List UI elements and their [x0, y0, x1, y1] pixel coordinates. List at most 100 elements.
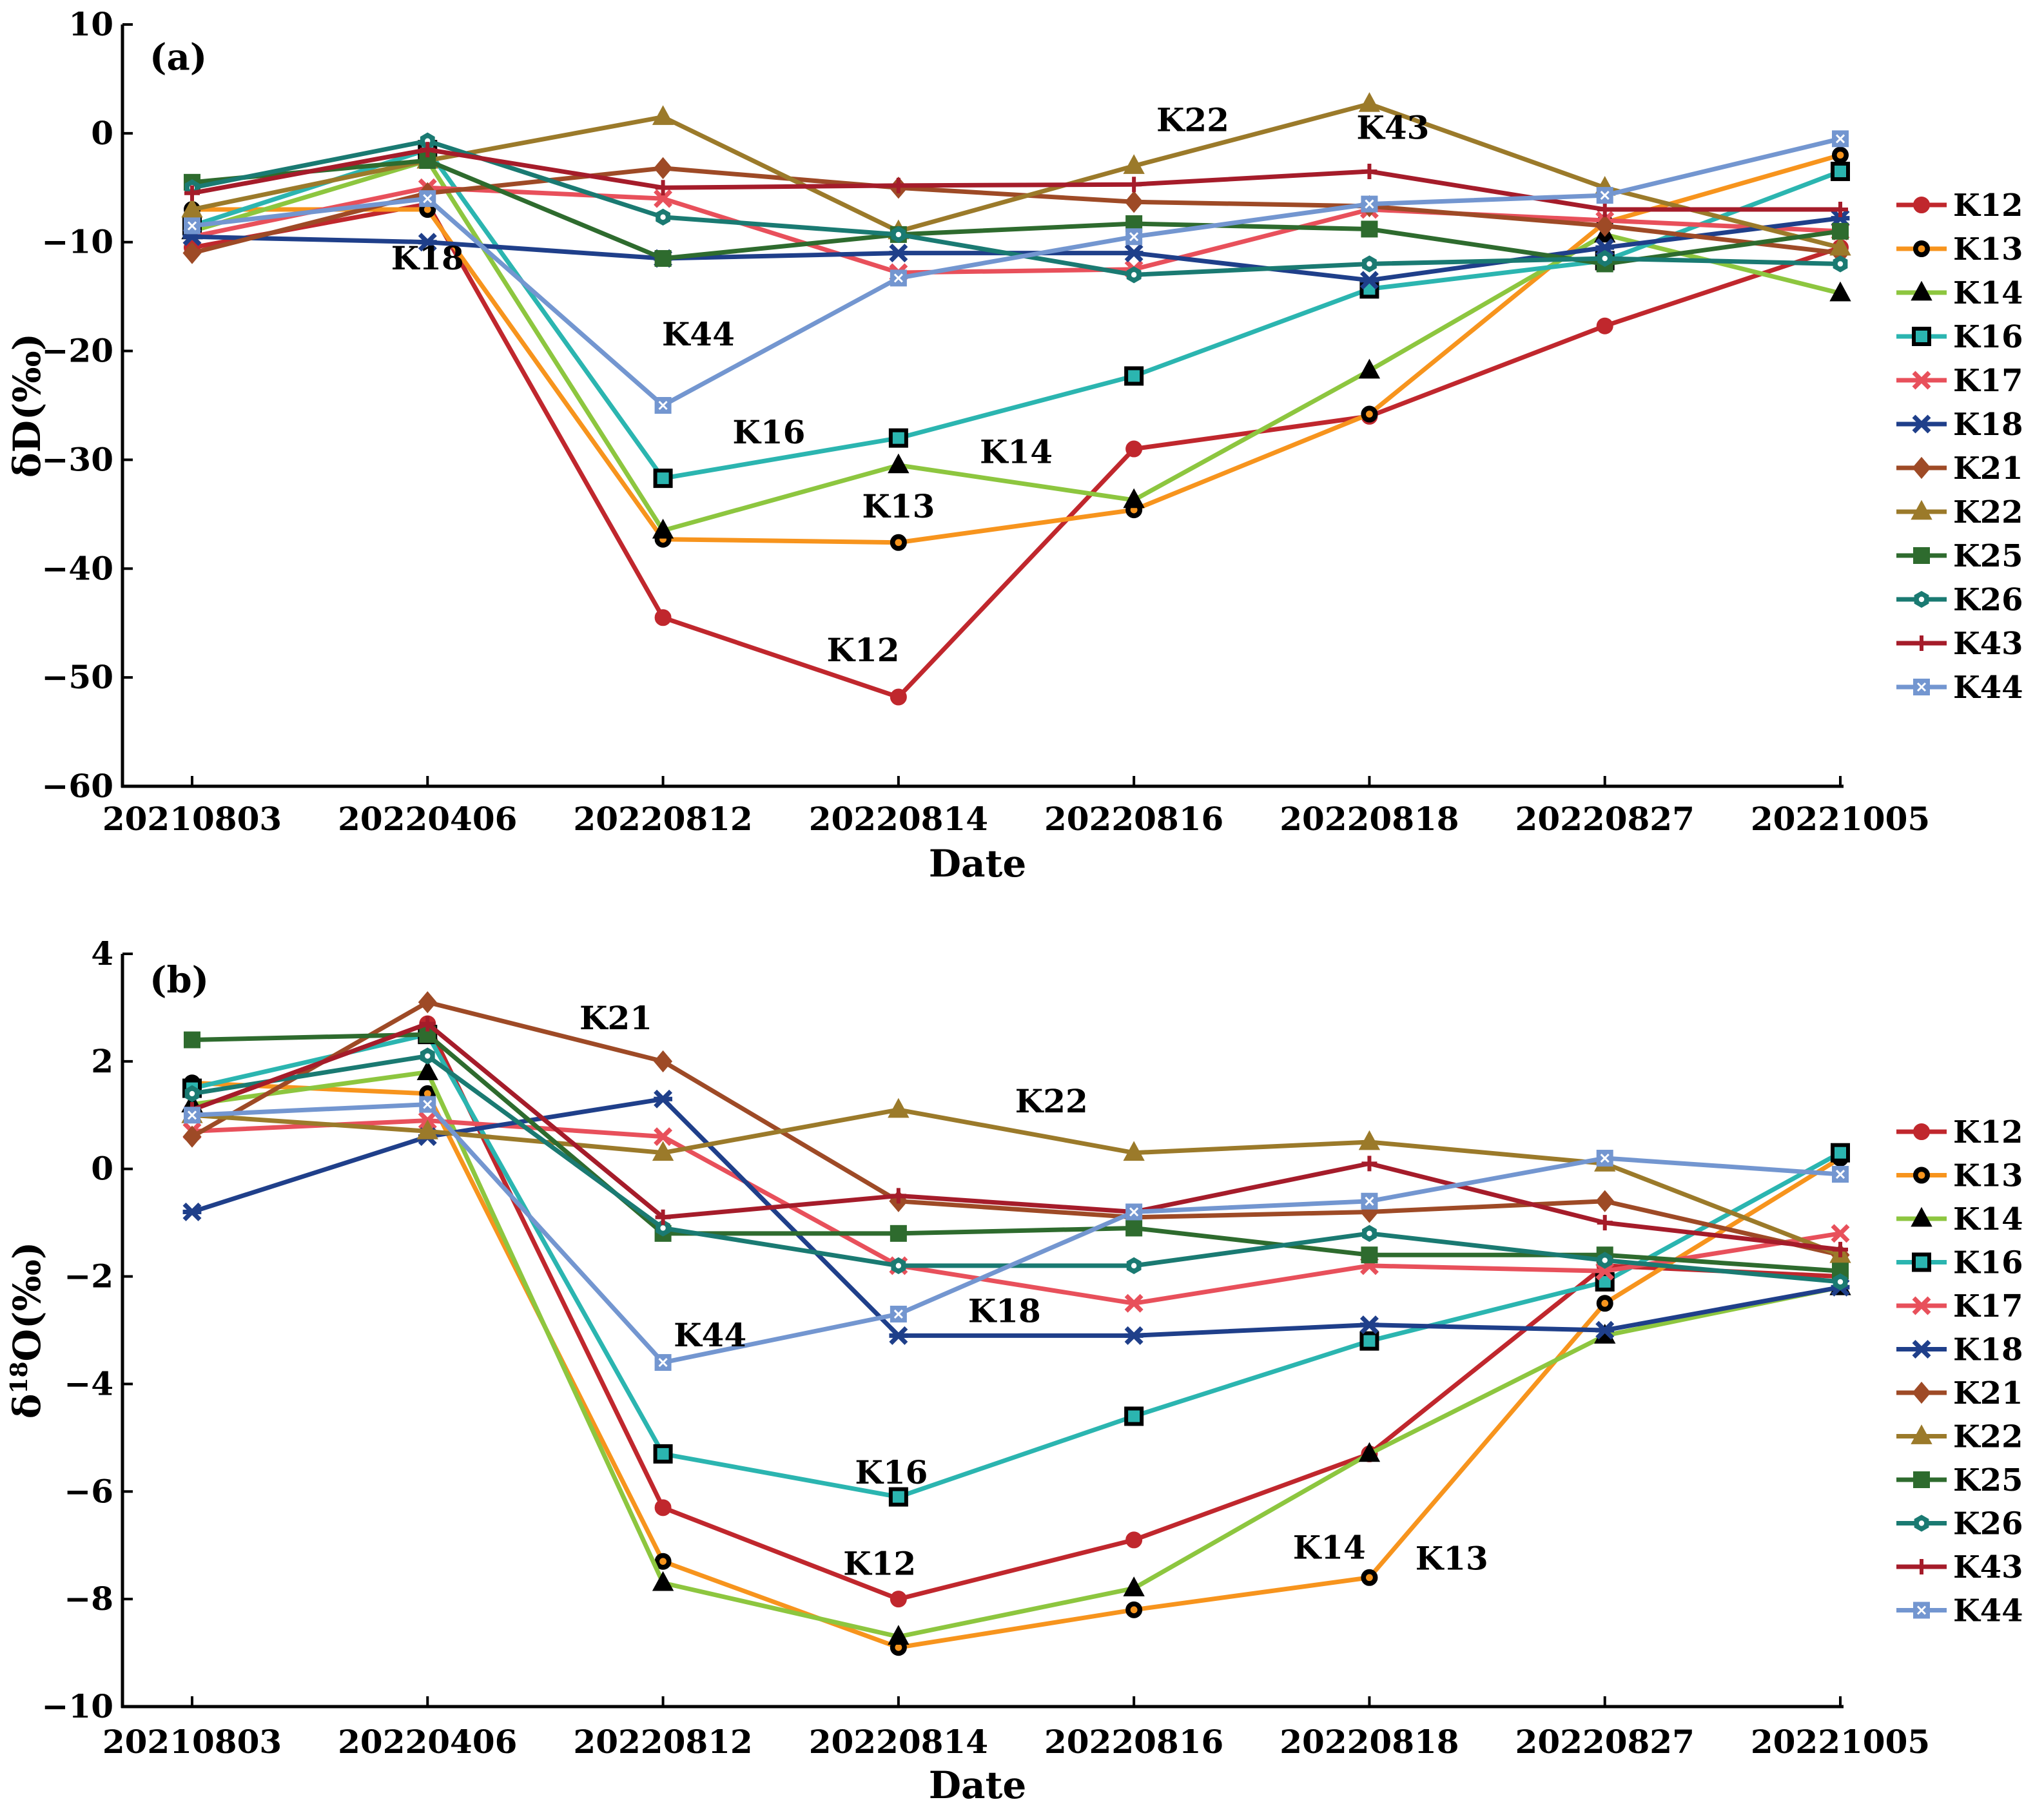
data-point-k12: [654, 1499, 672, 1516]
data-point-k22: [416, 1119, 438, 1139]
data-point-k13: [1361, 405, 1378, 423]
legend-item-k43: K43: [1896, 626, 2023, 662]
legend-item-k12: K12: [1896, 1114, 2023, 1150]
legend-marker: [1912, 1296, 1931, 1315]
annotation-k18: K18: [391, 239, 464, 277]
y-tick-label: 4: [91, 935, 113, 973]
y-tick-label: 0: [91, 1150, 113, 1188]
y-tick-label: 0: [91, 114, 113, 152]
legend-item-k14: K14: [1896, 1201, 2023, 1237]
y-tick-label: 10: [68, 5, 113, 43]
data-point-k26: [656, 1219, 670, 1237]
legend-label: K26: [1953, 582, 2023, 618]
data-point-k26: [1833, 255, 1848, 273]
y-tick-label: −60: [42, 767, 113, 805]
legend-marker: [1913, 1602, 1930, 1619]
series-line-k12: [191, 202, 1842, 700]
legend-label: K44: [1953, 1593, 2023, 1629]
data-point-k44: [1125, 1203, 1143, 1221]
data-point-k26: [420, 1047, 435, 1065]
data-point-k44: [419, 190, 436, 208]
data-point-k18: [889, 244, 908, 263]
annotation-k13: K13: [862, 487, 935, 525]
legend-marker: [1914, 590, 1929, 608]
x-tick-label: 20221005: [1751, 800, 1930, 838]
data-point-k16: [653, 469, 673, 489]
legend-marker: [1913, 1471, 1930, 1488]
data-point-k25: [1361, 1246, 1378, 1264]
data-point-k18: [1595, 238, 1615, 257]
series-k43: [184, 142, 1848, 218]
legend-label: K14: [1953, 1201, 2023, 1237]
data-point-k44: [1361, 195, 1378, 213]
legend-item-k22: K22: [1896, 494, 2023, 530]
annotation-k44: K44: [674, 1316, 746, 1354]
data-point-k18: [1124, 1326, 1144, 1345]
legend-item-k17: K17: [1896, 1288, 2023, 1324]
legend-item-k12: K12: [1896, 188, 2023, 224]
annotation-k13: K13: [1416, 1539, 1488, 1577]
data-point-k22: [1358, 92, 1381, 112]
legend-item-k22: K22: [1896, 1419, 2023, 1455]
data-point-k16: [1124, 366, 1144, 386]
annotation-k18: K18: [968, 1292, 1041, 1330]
data-point-k44: [654, 397, 672, 414]
legend-label: K18: [1953, 407, 2023, 443]
legend-label: K43: [1953, 626, 2023, 662]
data-point-k14: [1358, 358, 1381, 379]
legend-item-k14: K14: [1896, 275, 2023, 311]
data-point-k44: [1125, 228, 1143, 246]
data-point-k26: [184, 1085, 200, 1103]
data-point-k18: [418, 233, 437, 252]
x-tick-label: 20220816: [1044, 1723, 1223, 1761]
legend-label: K25: [1953, 1462, 2023, 1498]
series-line-k26: [191, 139, 1841, 277]
legend-item-k44: K44: [1896, 1593, 2023, 1629]
x-tick-label: 20220406: [338, 1723, 517, 1761]
series-line-k25: [191, 1032, 1841, 1274]
x-tick-label: 20220812: [573, 1723, 752, 1761]
series-k17: [182, 1111, 1850, 1313]
annotation-k12: K12: [843, 1545, 916, 1583]
series-k26: [184, 1047, 1848, 1291]
legend-label: K22: [1953, 494, 2023, 530]
data-point-k43: [1126, 177, 1142, 193]
legend-item-k25: K25: [1896, 538, 2023, 574]
x-tick-label: 20220814: [809, 1723, 988, 1761]
x-tick-label: 20220406: [338, 800, 517, 838]
legend-item-k18: K18: [1896, 407, 2023, 443]
legend-item-k26: K26: [1896, 582, 2023, 618]
data-point-k12: [1596, 317, 1613, 334]
data-point-k13: [1125, 1601, 1143, 1618]
y-axis-title: δD(‰): [5, 333, 49, 478]
series-line-k43: [191, 1021, 1841, 1252]
data-point-k17: [1124, 1293, 1144, 1313]
legend-marker: [1913, 679, 1930, 695]
data-point-k12: [654, 609, 672, 626]
y-tick-label: −10: [42, 1687, 113, 1725]
data-point-k26: [1126, 1257, 1142, 1275]
series-line-k16: [191, 1032, 1842, 1500]
data-point-k21: [1124, 191, 1144, 213]
data-point-k26: [1362, 255, 1377, 273]
data-point-k14: [652, 1571, 674, 1591]
data-point-k14: [888, 1625, 910, 1645]
data-point-k25: [654, 250, 672, 267]
legend-label: K21: [1953, 1375, 2023, 1411]
legend: K12 K13 K14 K16 K17 K18 K21 K22 K25 K26 K43 K44: [1896, 188, 2023, 706]
series-line-k22: [191, 1107, 1842, 1257]
x-tick-label: 20220812: [573, 800, 752, 838]
data-point-k43: [420, 1016, 436, 1032]
data-point-k44: [184, 1107, 200, 1124]
annotation-k16: K16: [855, 1453, 928, 1491]
annotation-k22: K22: [1156, 101, 1229, 139]
data-point-k18: [182, 1202, 202, 1221]
legend-label: K16: [1953, 1245, 2023, 1281]
data-point-k21: [182, 242, 202, 264]
series-line-k18: [191, 1096, 1841, 1338]
series-line-k21: [191, 166, 1841, 256]
y-tick-label: −8: [64, 1580, 113, 1618]
panel-label: (a): [150, 36, 207, 79]
data-point-k22: [652, 105, 674, 125]
